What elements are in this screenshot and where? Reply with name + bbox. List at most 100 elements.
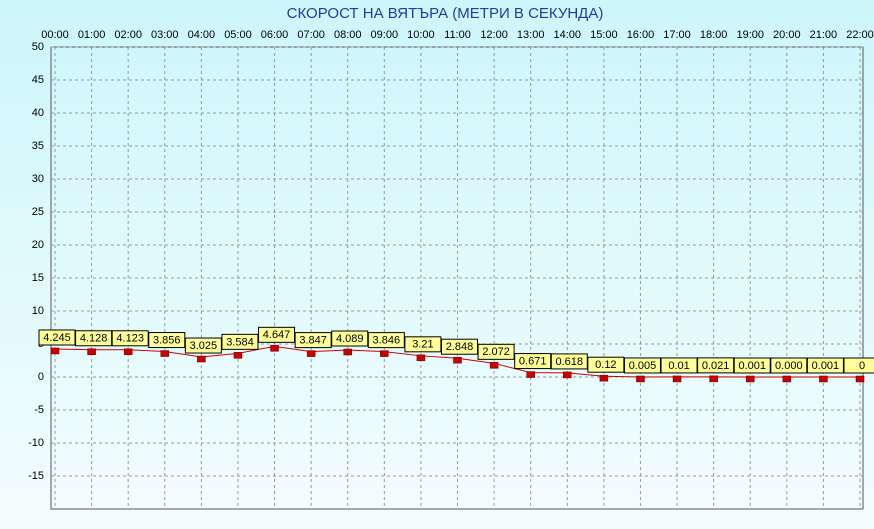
data-label-box — [331, 330, 369, 347]
point — [819, 375, 828, 383]
data-label-box — [623, 357, 661, 374]
data-label: 2.072 — [482, 346, 510, 358]
point — [709, 375, 718, 383]
x-tick-label: 22:00 — [846, 29, 874, 41]
data-label: 3.847 — [299, 335, 327, 347]
point — [636, 375, 645, 383]
x-tick-label: 06:00 — [261, 29, 289, 41]
point — [563, 371, 572, 379]
data-label: 3.856 — [153, 334, 181, 346]
data-label-box — [697, 357, 735, 374]
data-label: 0 — [859, 360, 865, 372]
data-label: 3.025 — [190, 340, 218, 352]
data-label-box — [111, 330, 149, 347]
data-label-box — [184, 337, 222, 354]
x-tick-label: 17:00 — [663, 29, 691, 41]
point — [526, 371, 535, 378]
data-label: 4.123 — [116, 333, 144, 345]
data-label: 3.584 — [226, 336, 254, 348]
data-label: 0.618 — [556, 356, 584, 368]
data-label-box — [441, 338, 478, 355]
y-tick-label: -5 — [34, 404, 44, 416]
point — [233, 352, 243, 359]
y-tick-label: 15 — [32, 272, 44, 284]
data-label: 0.671 — [519, 355, 547, 367]
chart-title: СКОРОСТ НА ВЯТЪРА (МЕТРИ В СЕКУНДА) — [287, 5, 604, 22]
data-label: 4.647 — [263, 329, 291, 341]
point — [855, 375, 865, 383]
x-tick-label: 05:00 — [224, 29, 252, 41]
y-tick-label: 30 — [32, 173, 44, 185]
x-tick-label: 21:00 — [810, 29, 838, 41]
x-tick-label: 11:00 — [444, 29, 471, 41]
x-tick-label: 01:00 — [78, 29, 106, 41]
y-tick-label: -15 — [28, 470, 44, 482]
data-label-box — [221, 333, 259, 350]
y-tick-label: 40 — [32, 107, 44, 119]
point — [87, 348, 96, 356]
point — [416, 354, 426, 362]
data-label: 3.21 — [412, 339, 433, 351]
data-label: 0.01 — [668, 360, 689, 372]
point — [197, 355, 206, 363]
data-label: 4.089 — [336, 333, 364, 345]
data-label-box — [477, 343, 515, 360]
x-tick-label: 16:00 — [627, 29, 655, 41]
x-tick-label: 15:00 — [590, 29, 618, 41]
x-tick-label: 03:00 — [151, 29, 179, 41]
point — [270, 345, 279, 352]
y-tick-label: 20 — [32, 239, 44, 251]
data-label-box — [550, 353, 588, 370]
data-label-box — [660, 357, 698, 374]
x-tick-label: 08:00 — [334, 29, 362, 41]
data-label-box — [404, 336, 442, 353]
x-tick-label: 14:00 — [554, 29, 582, 41]
data-label: 4.245 — [43, 332, 71, 344]
x-tick-label: 20:00 — [773, 29, 801, 41]
data-label-box — [587, 356, 625, 373]
x-tick-label: 09:00 — [371, 29, 399, 41]
x-tick-label: 04:00 — [188, 29, 216, 41]
y-tick-label: 50 — [32, 41, 44, 53]
x-tick-label: 10:00 — [407, 29, 435, 41]
y-tick-label: 25 — [32, 206, 44, 218]
y-tick-label: 0 — [38, 371, 44, 383]
x-tick-label: 18:00 — [700, 29, 728, 41]
point — [50, 347, 60, 355]
x-tick-label: 02:00 — [114, 29, 142, 41]
data-label-box — [514, 353, 552, 370]
data-label-box — [258, 326, 296, 343]
point — [489, 362, 499, 369]
point — [306, 350, 316, 357]
y-tick-label: 45 — [32, 74, 44, 86]
y-tick-label: -10 — [28, 437, 44, 449]
point — [343, 348, 352, 356]
data-label-box — [806, 357, 844, 374]
data-label: 0.12 — [595, 359, 616, 371]
point — [672, 375, 682, 383]
x-tick-label: 12:00 — [480, 29, 508, 41]
point — [123, 348, 133, 356]
data-label-box — [38, 329, 76, 346]
data-label: 4.128 — [80, 333, 108, 345]
y-tick-label: 10 — [32, 305, 44, 317]
x-tick-label: 19:00 — [736, 29, 764, 41]
data-label: 0.001 — [738, 360, 766, 372]
point — [453, 356, 462, 364]
data-label-box — [367, 332, 405, 349]
data-label: 0.001 — [812, 360, 840, 372]
y-tick-label: 35 — [32, 140, 44, 152]
data-label-box — [75, 330, 113, 347]
point — [160, 350, 170, 357]
point — [745, 375, 755, 383]
data-label-box — [733, 357, 771, 374]
point — [599, 374, 609, 382]
data-label: 2.848 — [446, 341, 474, 353]
x-tick-label: 07:00 — [297, 29, 325, 41]
data-label-box — [770, 357, 808, 374]
data-label-box — [294, 332, 332, 349]
data-label: 0.000 — [775, 360, 803, 372]
data-label-box — [148, 332, 186, 349]
